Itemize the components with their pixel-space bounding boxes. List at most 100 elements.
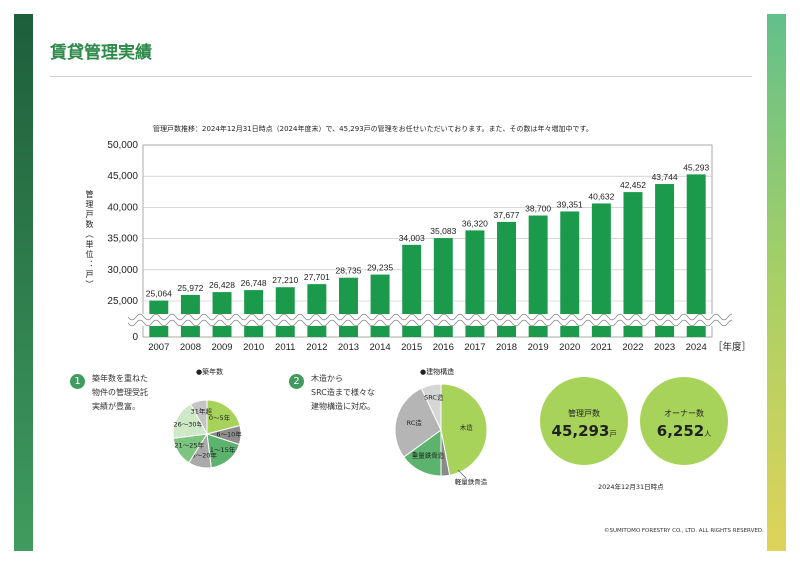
pie-slice-label: 31年超 (191, 407, 213, 416)
page-title: 賃貸管理実績 (50, 43, 152, 63)
x-tick-label: 2016 (433, 342, 454, 353)
kpi-owners-label: オーナー数 (664, 409, 704, 418)
kpi-date: 2024年12月31日時点 (598, 483, 664, 491)
bar (433, 238, 453, 337)
x-tick-label: 2008 (180, 342, 201, 353)
x-tick-label: 2015 (401, 342, 422, 353)
bar-value-label: 35,083 (430, 226, 456, 236)
pie2-title: ●建物構造 (420, 368, 455, 376)
pie-slice-label: 木造 (460, 423, 474, 432)
bar-value-label: 25,972 (177, 283, 203, 293)
pie-leader-line (457, 469, 467, 479)
section-1-line-3: 実績が豊富。 (92, 402, 140, 411)
section-1-badge: 1 (70, 374, 85, 389)
section-2-line-2: SRC造まで様々な (311, 388, 375, 397)
kpi-units-unit: 戸 (609, 430, 617, 438)
bar (275, 287, 295, 337)
bar-chart: 0 25,000 30,000 35,000 40,000 45,000 50,000 25,… (107, 140, 751, 353)
y-axis-label: 管理戸数（単位：戸） (85, 190, 94, 290)
y-tick-label: 40,000 (107, 202, 138, 213)
bar (370, 274, 390, 337)
y-tick-label: 25,000 (107, 296, 138, 307)
section-1-line-1: 築年数を重ねた (92, 374, 148, 383)
kpi-units-value: 45,293戸 (540, 422, 628, 440)
x-tick-label: 2014 (370, 342, 391, 353)
x-tick-label: 2012 (306, 342, 327, 353)
x-tick-label: 2018 (496, 342, 517, 353)
kpi-units-label: 管理戸数 (568, 409, 600, 418)
kpi-units-number: 45,293 (551, 422, 610, 440)
copyright: ©SUMITOMO FORESTRY CO., LTD. ALL RIGHTS … (604, 528, 764, 534)
bar-value-label: 29,235 (367, 263, 393, 273)
bar (528, 215, 548, 337)
section-2-line-1: 木造から (311, 374, 343, 383)
y-tick-label: 0 (132, 332, 138, 343)
pie-slice (420, 383, 442, 431)
bar-value-label: 36,320 (462, 218, 488, 228)
kpi-owners-value: 6,252人 (640, 422, 728, 440)
bar (591, 203, 611, 337)
pie-slice (440, 383, 488, 476)
bar (402, 244, 422, 337)
pie-slice-label: 16〜20年 (187, 451, 217, 460)
plot-frame (142, 144, 713, 338)
bar (686, 174, 706, 337)
bar-value-label: 38,700 (525, 204, 551, 214)
bar-value-label: 43,744 (652, 172, 678, 182)
pie-slice-label: 軽量鉄骨造 (455, 477, 488, 486)
bar-value-label: 40,632 (588, 191, 614, 201)
bar-value-label: 25,064 (146, 289, 172, 299)
bar-value-label: 27,701 (304, 272, 330, 282)
x-tick-label: 2013 (338, 342, 359, 353)
axis-break-line (127, 319, 733, 327)
kpi-units-circle: 管理戸数 45,293戸 (540, 377, 628, 465)
y-tick-label: 45,000 (107, 171, 138, 182)
x-tick-label: 2017 (464, 342, 485, 353)
pie-slice (172, 403, 208, 439)
bar (560, 211, 580, 337)
bar (623, 192, 643, 337)
pie-slice (206, 399, 241, 435)
pie1-title: ●築年数 (196, 368, 224, 376)
section-2-badge: 2 (289, 374, 304, 389)
x-axis-label: ［年度］ (713, 341, 751, 353)
x-tick-label: 2021 (591, 342, 612, 353)
x-tick-label: 2024 (686, 342, 707, 353)
pie-slice-label: 重量鉄骨造 (412, 450, 445, 459)
bar (338, 277, 358, 337)
bar (465, 230, 485, 337)
kpi-owners-number: 6,252 (656, 422, 705, 440)
pie-slice-label: 0〜5年 (209, 413, 231, 422)
title-divider (50, 76, 752, 77)
axis-break-band (128, 314, 732, 326)
x-tick-label: 2010 (243, 342, 264, 353)
section-2-text: 木造から SRC造まで様々な 建物構造に対応。 (311, 372, 375, 414)
bar-value-label: 39,351 (557, 199, 583, 209)
bar (244, 290, 264, 337)
bar-value-label: 34,003 (399, 233, 425, 243)
y-tick-label: 50,000 (107, 140, 138, 151)
kpi-owners-circle: オーナー数 6,252人 (640, 377, 728, 465)
bar-value-label: 37,677 (494, 210, 520, 220)
pie-slice-label: 21〜25年 (174, 440, 204, 449)
pie-slice-label: RC造 (407, 418, 423, 427)
bar-value-label: 26,748 (241, 278, 267, 288)
bar (307, 284, 327, 337)
bar-value-label: 45,293 (683, 162, 709, 172)
x-tick-label: 2023 (654, 342, 675, 353)
pie-slice-label: 11〜15年 (206, 445, 236, 454)
x-tick-label: 2007 (148, 342, 169, 353)
x-tick-label: 2009 (211, 342, 232, 353)
pie-slice (394, 387, 442, 458)
pie-slice (189, 399, 208, 435)
pie-slice-label: 6〜10年 (216, 430, 242, 439)
bar-value-label: 26,428 (209, 280, 235, 290)
section-1-text: 築年数を重ねた 物件の管理受託 実績が豊富。 (92, 372, 148, 414)
bar-value-label: 42,452 (620, 180, 646, 190)
left-accent-bar (14, 14, 33, 551)
x-tick-label: 2020 (559, 342, 580, 353)
x-tick-label: 2019 (528, 342, 549, 353)
